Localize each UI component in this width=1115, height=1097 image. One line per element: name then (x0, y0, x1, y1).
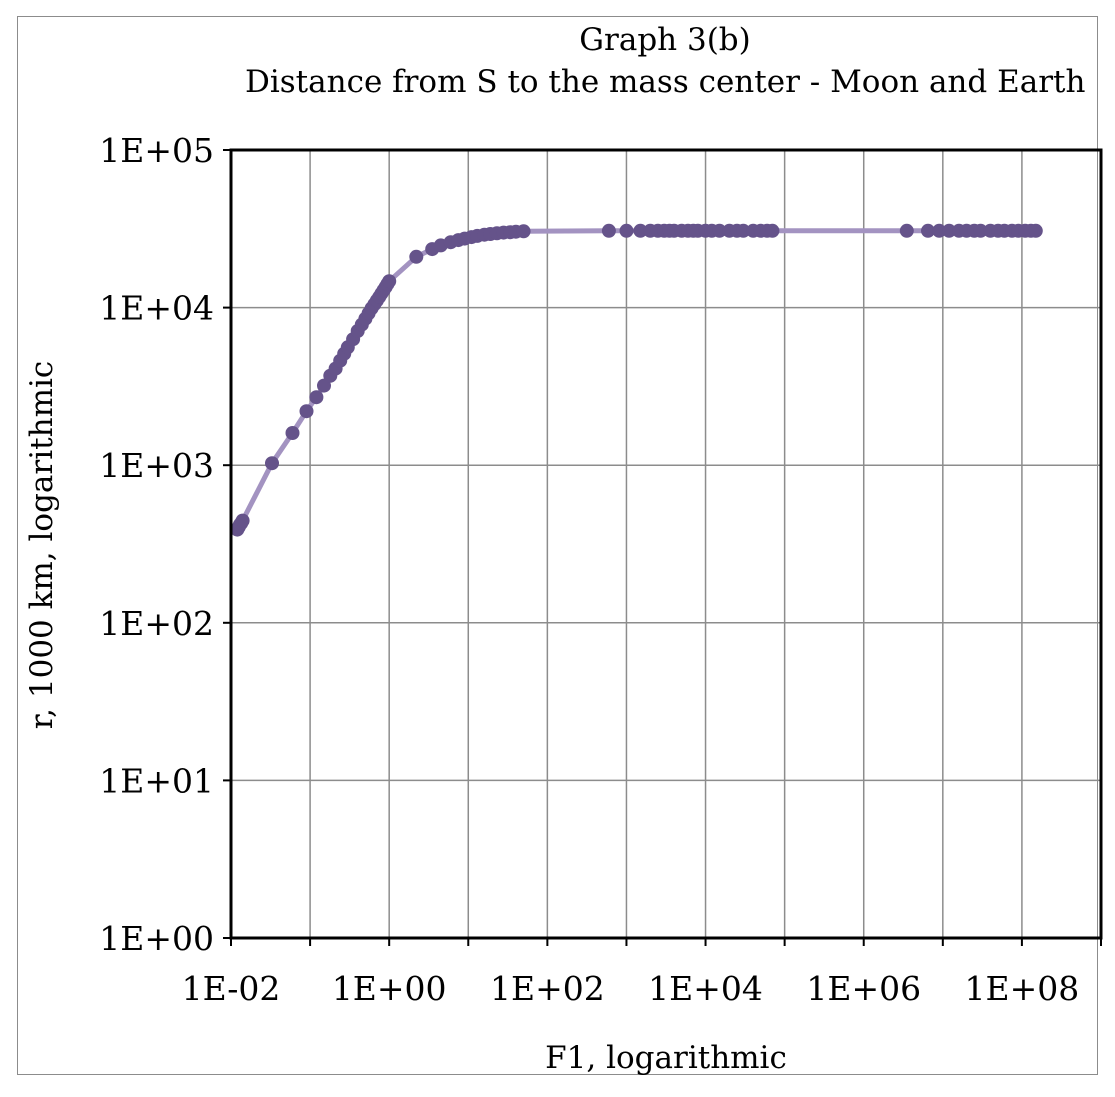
x-tick-label: 1E+00 (332, 969, 447, 1008)
y-tick-label: 1E+01 (99, 761, 214, 800)
data-point (265, 456, 279, 471)
x-axis-tick-labels: 1E-02 1E+00 1E+02 1E+04 1E+06 1E+08 (182, 969, 1080, 1008)
y-tick-label: 1E+04 (99, 289, 214, 328)
y-axis-title: r, 1000 km, logarithmic (24, 361, 60, 730)
data-point (285, 426, 300, 440)
data-point (942, 223, 957, 238)
data-point (973, 223, 988, 238)
data-point (932, 223, 947, 238)
grid-lines (231, 150, 1101, 938)
y-axis-tick-labels: 1E+05 1E+04 1E+03 1E+02 1E+01 1E+00 (99, 131, 214, 958)
y-tick-label: 1E+02 (99, 604, 214, 643)
y-tick-label: 1E+05 (99, 131, 214, 170)
data-point (409, 249, 424, 264)
series-line (234, 228, 1039, 533)
data-point (1028, 223, 1043, 238)
x-tick-label: 1E+08 (965, 969, 1080, 1008)
x-tick-label: 1E-02 (182, 969, 281, 1008)
chart-subtitle: Distance from S to the mass center - Moo… (245, 64, 1086, 100)
data-point (633, 223, 648, 238)
x-tick-label: 1E+06 (806, 969, 921, 1008)
data-point (736, 223, 751, 238)
y-tick-label: 1E+03 (99, 446, 214, 485)
data-point (382, 274, 397, 289)
series-layer (230, 223, 1043, 537)
data-point (235, 513, 250, 528)
chart-title: Graph 3(b) (579, 22, 751, 58)
data-point (712, 223, 727, 238)
data-point (601, 223, 616, 238)
data-point (309, 390, 324, 405)
plot-area-border (229, 148, 1103, 940)
data-point (516, 224, 531, 239)
data-point (899, 223, 914, 238)
data-point (299, 404, 314, 419)
x-tick-label: 1E+02 (490, 969, 605, 1008)
data-point (619, 223, 634, 238)
x-axis-title: F1, logarithmic (545, 1040, 787, 1076)
axis-ticks (223, 149, 1102, 946)
data-point (921, 223, 935, 238)
y-tick-label: 1E+00 (99, 919, 214, 958)
x-tick-label: 1E+04 (648, 969, 763, 1008)
chart-frame (17, 16, 1098, 1075)
data-point (765, 223, 780, 238)
